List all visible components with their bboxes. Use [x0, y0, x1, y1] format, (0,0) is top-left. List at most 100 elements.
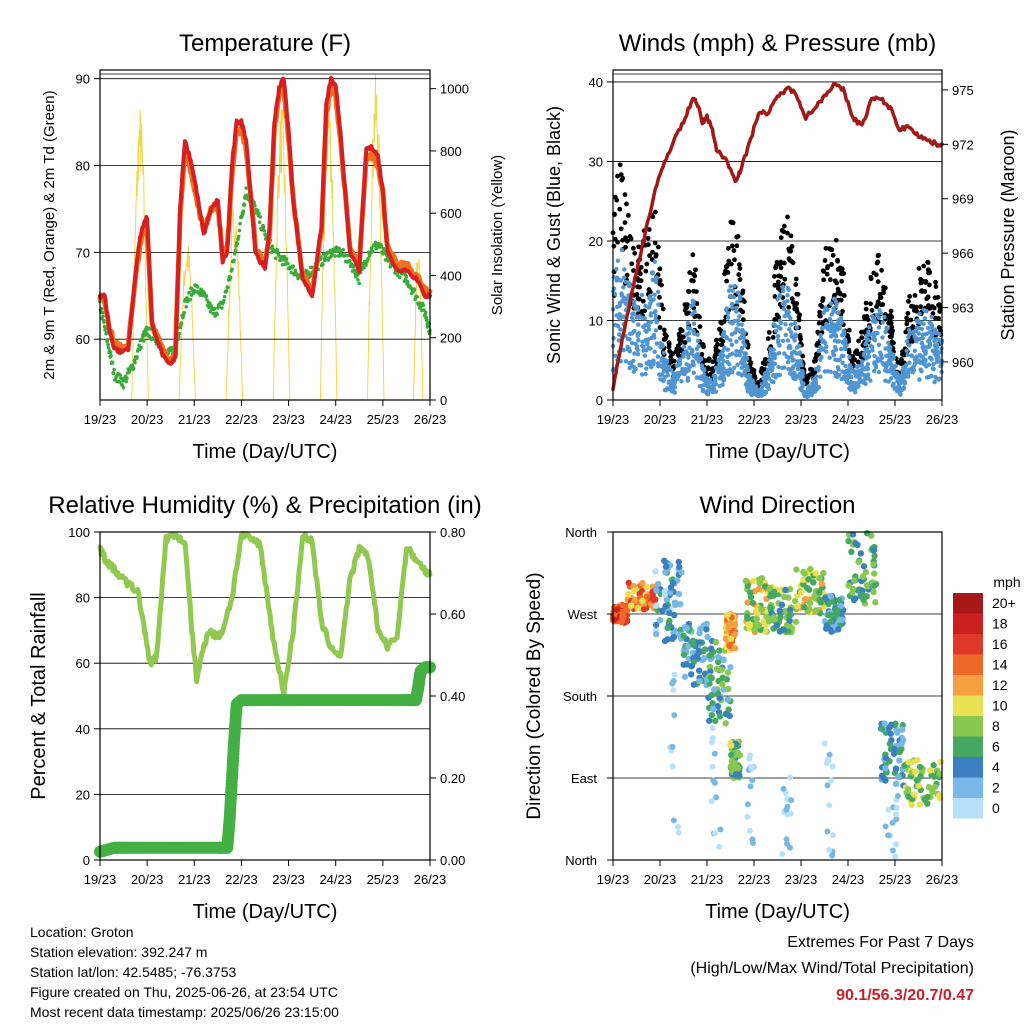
wind-point — [753, 384, 759, 390]
wind-point — [795, 359, 800, 364]
wind-point — [802, 394, 808, 399]
wind-point — [773, 352, 778, 357]
direction-point — [744, 621, 752, 628]
gust-point — [846, 327, 852, 333]
x-tick-label: 22/23 — [738, 872, 771, 887]
gust-point — [919, 288, 925, 294]
wind-point — [849, 375, 854, 380]
wind-point — [880, 320, 885, 325]
wind-point — [652, 349, 657, 354]
wind-point — [917, 377, 922, 382]
gust-point — [794, 301, 800, 306]
direction-point — [688, 662, 696, 670]
wind-point — [919, 369, 924, 374]
x-tick-label: 20/23 — [131, 412, 164, 427]
x-tick-label: 20/23 — [644, 872, 677, 887]
wind-point — [643, 371, 648, 377]
wind-point — [681, 352, 686, 358]
gust-point — [918, 304, 923, 310]
gust-point — [817, 313, 823, 319]
wind-point — [694, 375, 700, 380]
dewpoint-point — [381, 246, 386, 251]
wind-point — [873, 365, 879, 370]
direction-point — [639, 579, 646, 587]
direction-point — [854, 541, 861, 549]
direction-point — [851, 577, 858, 584]
gust-point — [921, 263, 927, 269]
gust-point — [781, 229, 787, 235]
direction-point — [718, 666, 725, 673]
gust-point — [785, 230, 790, 236]
y-tick-label: 40 — [76, 722, 90, 737]
wind-point — [905, 352, 910, 358]
wind-point — [725, 359, 730, 365]
dewpoint-point — [238, 221, 242, 226]
legend-label: 0 — [992, 800, 1000, 816]
wind-point — [625, 344, 630, 350]
wind-point — [615, 258, 621, 263]
gust-point — [734, 243, 740, 249]
wind-point — [840, 360, 845, 365]
gust-point — [690, 278, 696, 284]
gust-point — [855, 359, 861, 365]
gust-point — [821, 277, 827, 283]
wind-point — [668, 386, 673, 392]
gust-point — [668, 350, 674, 356]
wind-point — [922, 316, 928, 321]
gust-point — [622, 192, 628, 198]
direction-point — [807, 599, 814, 607]
dewpoint-point — [334, 245, 339, 249]
wind-point — [774, 372, 779, 377]
wind-point — [722, 345, 727, 350]
y2-tick-label: 960 — [952, 355, 974, 370]
gust-point — [623, 235, 628, 241]
direction-point — [800, 576, 807, 584]
wind-point — [917, 311, 922, 317]
wind-point — [786, 287, 791, 293]
gust-point — [692, 273, 698, 279]
wind-point — [717, 383, 723, 389]
gust-point — [668, 354, 674, 360]
wind-point — [708, 384, 713, 390]
latlon-text: Station lat/lon: 42.5485; -76.3753 — [30, 964, 237, 980]
direction-point — [662, 563, 670, 570]
dewpoint-point — [228, 275, 233, 280]
direction-point — [706, 717, 713, 724]
wind-point — [656, 302, 661, 307]
wind-point — [783, 322, 788, 327]
gust-point — [615, 173, 620, 179]
wind-point — [621, 275, 627, 280]
wind-point — [734, 339, 739, 344]
direction-point — [793, 566, 800, 573]
direction-point — [755, 622, 763, 629]
wind-point — [790, 358, 795, 363]
solar-insolation-line — [367, 74, 385, 401]
gust-point — [773, 263, 779, 269]
gust-point — [829, 247, 835, 253]
x-axis-label: Time (Day/UTC) — [705, 441, 850, 463]
direction-point — [720, 656, 727, 664]
direction-point — [871, 582, 878, 589]
direction-point — [675, 823, 682, 830]
direction-point — [823, 622, 830, 629]
direction-point — [928, 772, 935, 779]
wind-point — [777, 293, 782, 298]
wind-point — [924, 331, 930, 336]
wind-point — [780, 338, 786, 344]
wind-point — [822, 369, 828, 374]
dewpoint-point — [270, 244, 275, 248]
gust-point — [854, 351, 860, 356]
dewpoint-point — [232, 258, 236, 263]
direction-point — [779, 851, 786, 858]
wind-point — [730, 301, 735, 307]
wind-point — [827, 355, 832, 360]
dewpoint-point — [369, 246, 374, 251]
direction-point — [783, 806, 790, 813]
direction-point — [666, 609, 673, 617]
wind-point — [666, 379, 672, 384]
wind-point — [700, 366, 705, 371]
wind-point — [840, 369, 845, 374]
wind-point — [792, 349, 797, 354]
gust-point — [816, 320, 822, 326]
wind-point — [717, 362, 723, 367]
